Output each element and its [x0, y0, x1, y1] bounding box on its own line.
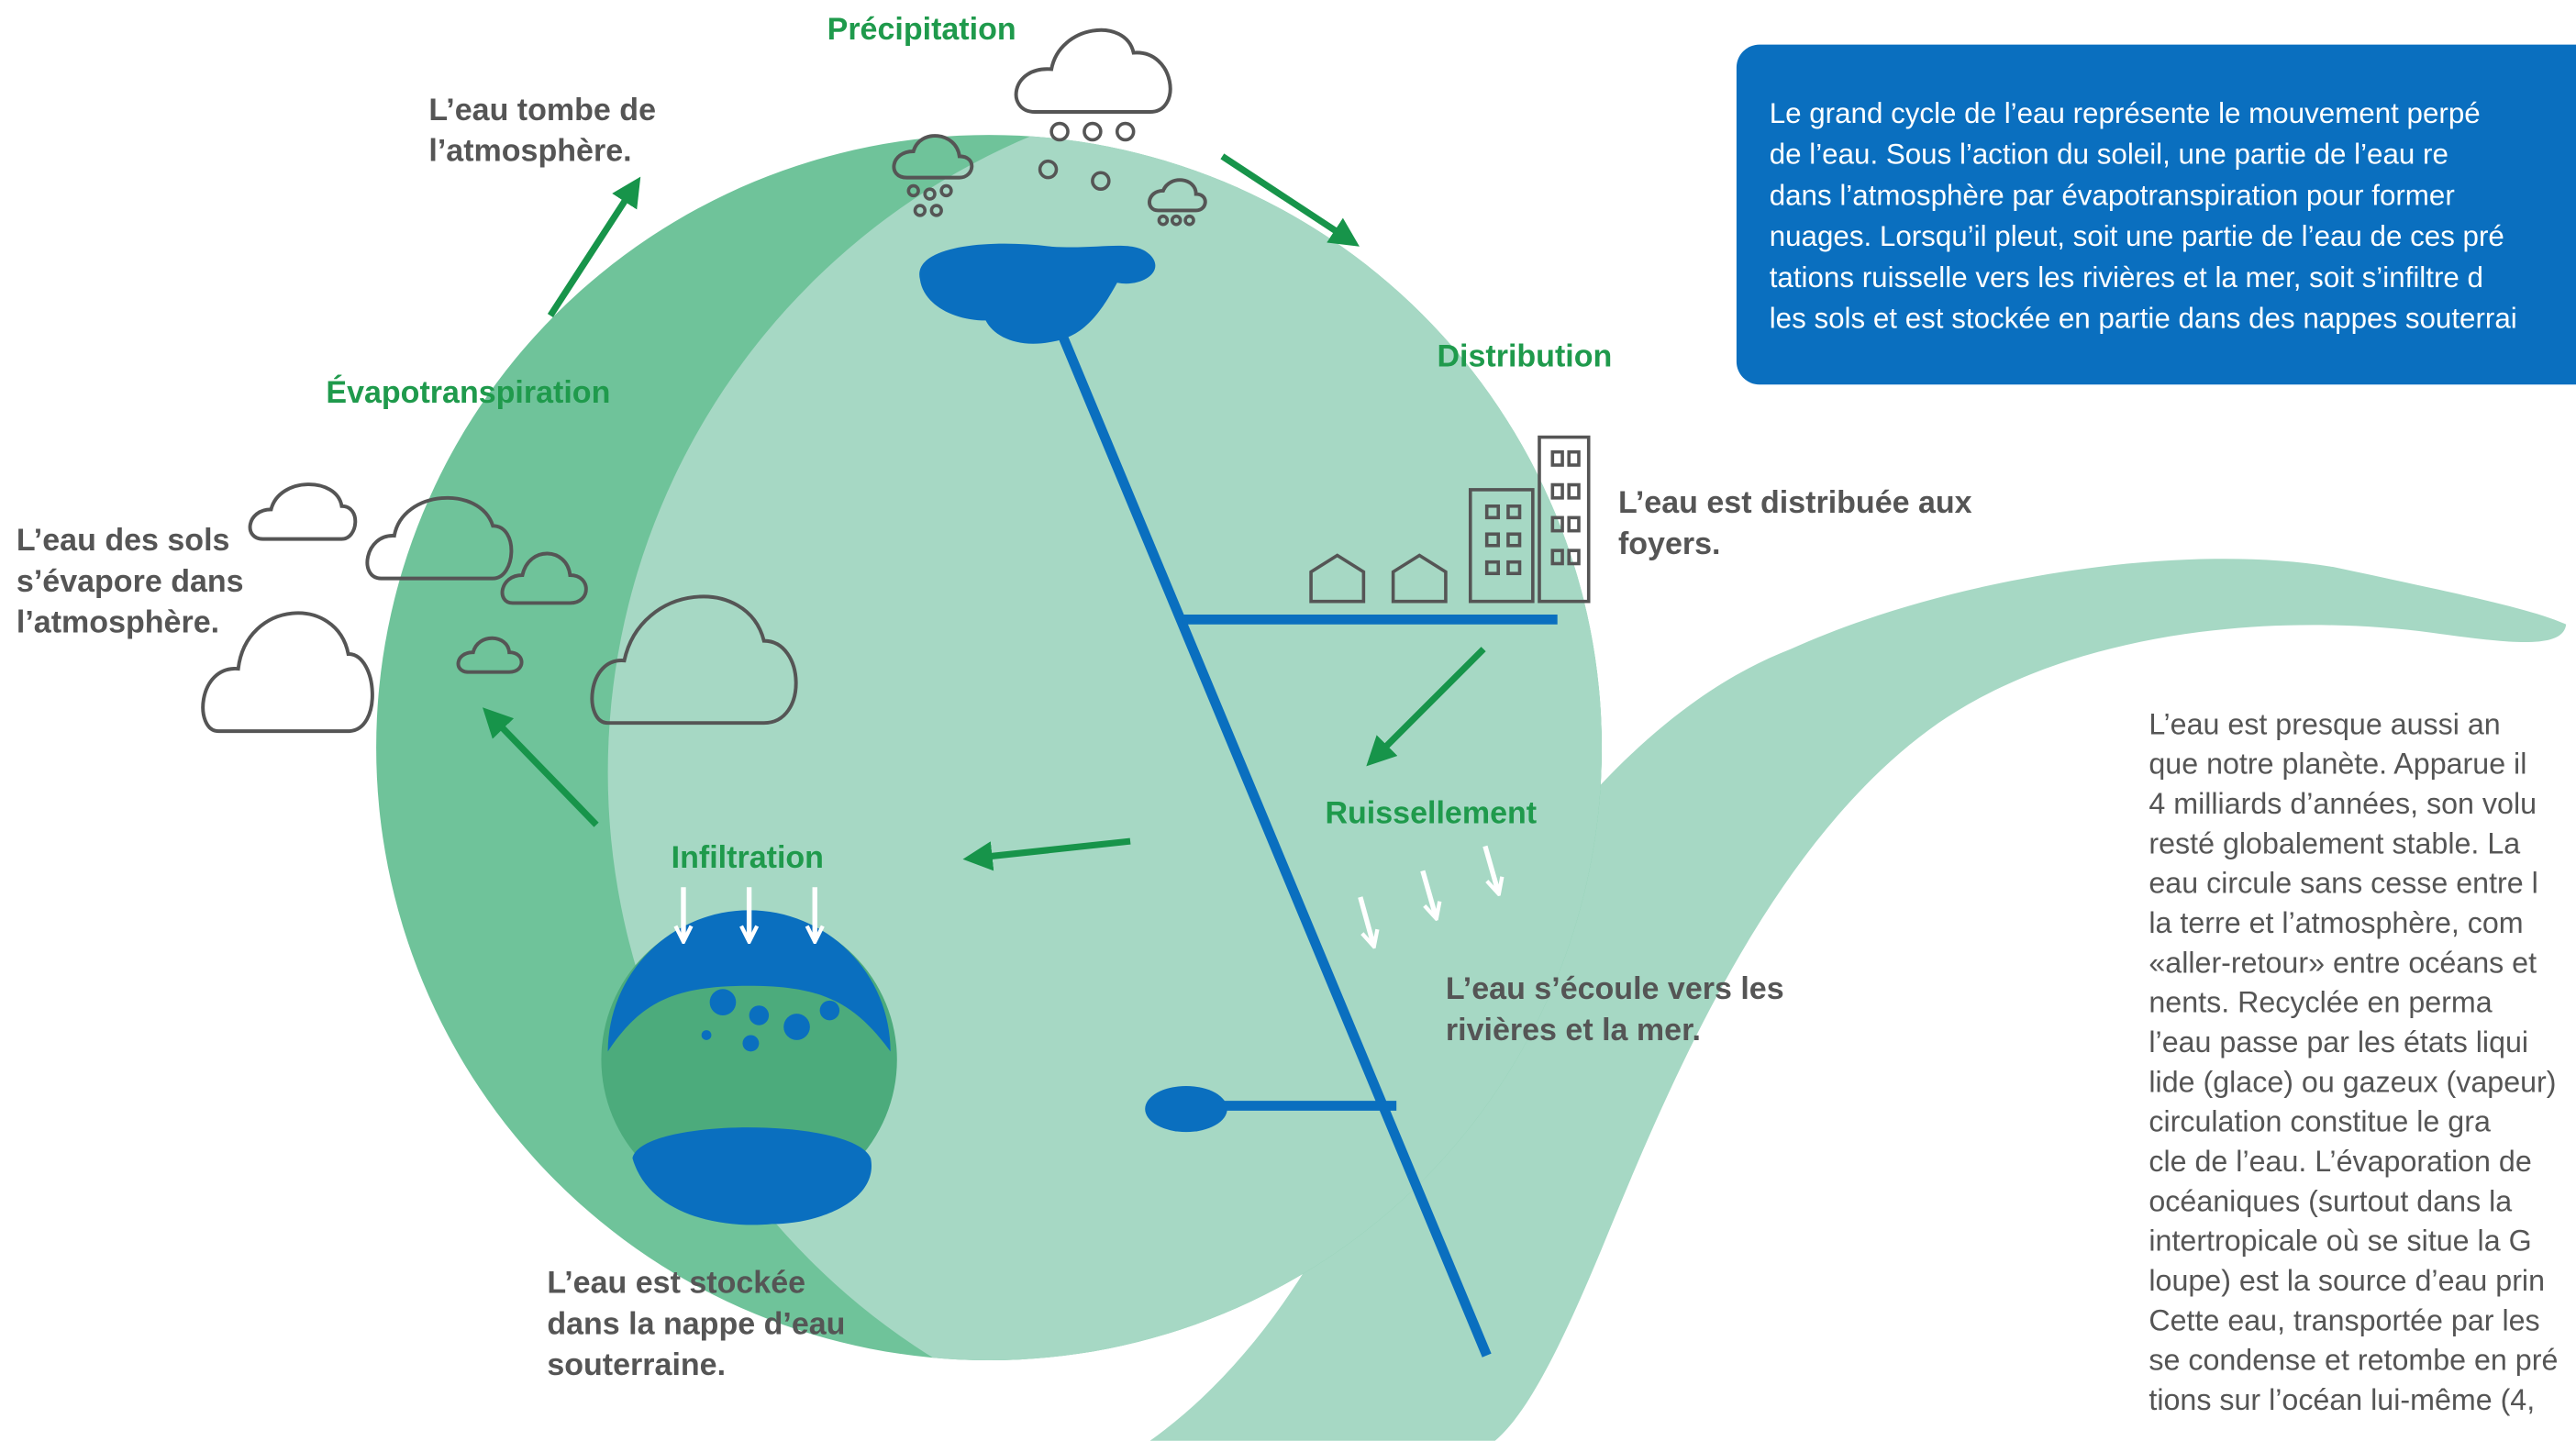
flow-arrows — [483, 153, 1498, 945]
paragraph-line: océaniques (surtout dans la — [2149, 1184, 2512, 1217]
paragraph-line: intertropicale où se situe la G — [2149, 1225, 2531, 1258]
swoosh — [1149, 559, 2567, 1441]
intro-text: tations ruisselle vers les rivières et l… — [1770, 261, 2483, 294]
globe-inner — [607, 135, 1603, 1361]
step-description: L’eau est distribuée aux — [1618, 485, 1972, 520]
step-description: l’atmosphère. — [428, 134, 631, 169]
paragraph-line: nents. Recyclée en perma — [2149, 986, 2492, 1019]
step-title: Distribution — [1437, 339, 1612, 374]
buildings — [1309, 435, 1591, 604]
intro-text: les sols et est stockée en partie dans d… — [1770, 303, 2517, 335]
step-description: dans la nappe d’eau — [547, 1306, 845, 1341]
step-description: l’atmosphère. — [17, 605, 219, 640]
paragraph-line: Cette eau, transportée par les — [2149, 1303, 2539, 1336]
intro-text: Le grand cycle de l’eau représente le mo… — [1770, 97, 2481, 129]
intro-text: nuages. Lorsqu’il pleut, soit une partie… — [1770, 220, 2504, 252]
step-title: Infiltration — [672, 840, 824, 875]
paragraph-line: L’eau est presque aussi an — [2149, 707, 2500, 740]
paragraph-line: resté globalement stable. La — [2149, 826, 2520, 859]
step-description: L’eau s’écoule vers les — [1446, 971, 1784, 1006]
intro-text: dans l’atmosphère par évapotranspiration… — [1770, 179, 2455, 211]
step-description: L’eau tombe de — [428, 93, 656, 127]
paragraph-line: que notre planète. Apparue il — [2149, 748, 2526, 781]
paragraph-line: la terre et l’atmosphère, com — [2149, 906, 2523, 939]
step-title: Ruissellement — [1325, 795, 1537, 830]
step-title: Évapotranspiration — [326, 375, 610, 410]
paragraph-line: cle de l’eau. L’évaporation de — [2149, 1145, 2531, 1178]
pipes — [1055, 327, 1558, 1358]
step-description: L’eau est stockée — [547, 1266, 805, 1301]
water-bodies — [601, 243, 1227, 1225]
step-title: Précipitation — [827, 12, 1016, 47]
step-description: s’évapore dans — [17, 564, 244, 599]
paragraph-line: l’eau passe par les états liqui — [2149, 1025, 2528, 1059]
paragraph-line: «aller-retour» entre océans et — [2149, 946, 2537, 979]
paragraph-line: loupe) est la source d’eau prin — [2149, 1264, 2545, 1297]
step-description: souterraine. — [547, 1347, 726, 1382]
paragraph-line: tions sur l’océan lui-même (4, — [2149, 1383, 2535, 1416]
paragraph-line: lide (glace) ou gazeux (vapeur) — [2149, 1065, 2556, 1098]
drops — [701, 989, 840, 1052]
paragraph-line: 4 milliards d’années, son volu — [2149, 787, 2537, 820]
clouds — [201, 28, 1207, 734]
step-description: L’eau des sols — [17, 523, 230, 558]
step-description: foyers. — [1618, 527, 1721, 561]
paragraph-line: circulation constitue le gra — [2149, 1105, 2491, 1138]
paragraph-line: eau circule sans cesse entre l — [2149, 867, 2537, 900]
rain — [906, 121, 1195, 227]
intro-box — [1736, 44, 2576, 385]
paragraph-line: se condense et retombe en pré — [2149, 1344, 2558, 1377]
step-description: rivières et la mer. — [1446, 1013, 1701, 1047]
intro-text: de l’eau. Sous l’action du soleil, une p… — [1770, 139, 2448, 171]
